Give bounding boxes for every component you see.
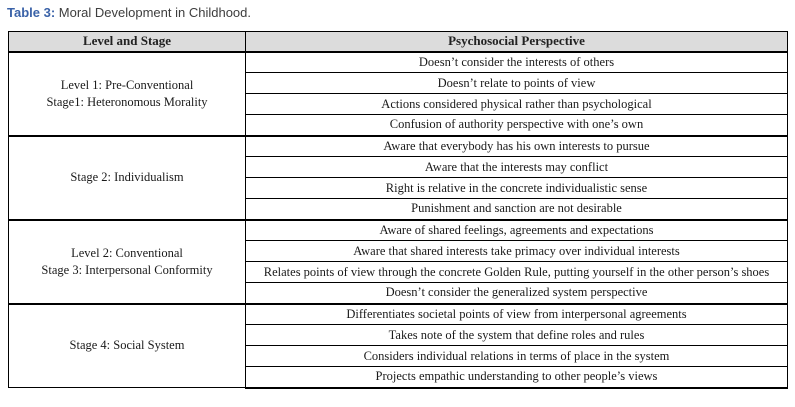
perspective-cell: Doesn’t relate to points of view (245, 72, 788, 94)
perspective-cell: Considers individual relations in terms … (245, 345, 788, 367)
perspective-cell: Doesn’t consider the generalized system … (245, 282, 788, 304)
table-row: Level 2: Conventional Stage 3: Interpers… (8, 218, 788, 304)
table-row: Doesn’t consider the generalized system … (9, 282, 788, 304)
perspective-cell: Punishment and sanction are not desirabl… (245, 198, 788, 220)
stage-line: Stage 2: Individualism (70, 170, 184, 184)
stage-line: Stage 3: Interpersonal Conformity (41, 262, 213, 277)
table-row: Takes note of the system that define rol… (9, 324, 788, 346)
stage-cell-stage2: Stage 2: Individualism (8, 134, 246, 220)
stage-line: Stage1: Heteronomous Morality (46, 94, 208, 109)
table-caption-text: Moral Development in Childhood. (55, 5, 251, 20)
perspective-cell: Relates points of view through the concr… (245, 261, 788, 283)
perspective-cell: Aware that everybody has his own interes… (245, 134, 788, 157)
stage-line: Level 1: Pre-Conventional (60, 77, 194, 92)
table-header: Level and Stage Psychosocial Perspective (8, 31, 788, 53)
perspective-cell: Takes note of the system that define rol… (245, 324, 788, 346)
table-row: Level 1: Pre-Conventional Stage1: Hetero… (8, 50, 788, 136)
stage-cell-stage4: Stage 4: Social System (8, 302, 246, 388)
table-row: Projects empathic understanding to other… (9, 366, 788, 389)
stage-line: Level 2: Conventional (71, 245, 183, 260)
column-header-psychosocial-perspective: Psychosocial Perspective (245, 31, 788, 53)
table-caption-number: Table 3: (7, 5, 56, 20)
perspective-cell: Differentiates societal points of view f… (245, 302, 788, 325)
table-row: Right is relative in the concrete indivi… (9, 177, 788, 199)
perspective-cell: Aware that shared interests take primacy… (245, 240, 788, 262)
perspective-cell: Confusion of authority perspective with … (245, 114, 788, 136)
perspective-cell: Aware of shared feelings, agreements and… (245, 218, 788, 241)
perspective-cell: Projects empathic understanding to other… (245, 366, 788, 389)
table-body: Level 1: Pre-Conventional Stage1: Hetero… (8, 50, 788, 389)
perspective-cell: Doesn’t consider the interests of others (245, 50, 788, 73)
moral-development-table: Level and Stage Psychosocial Perspective… (8, 31, 788, 389)
perspective-cell: Actions considered physical rather than … (245, 93, 788, 115)
stage-cell-level2: Level 2: Conventional Stage 3: Interpers… (8, 218, 246, 304)
stage-cell-level1: Level 1: Pre-Conventional Stage1: Hetero… (8, 50, 246, 136)
table-row: Stage 2: Individualism Aware that everyb… (8, 134, 788, 220)
table-row: Stage 4: Social System Differentiates so… (8, 302, 788, 388)
column-header-level-and-stage: Level and Stage (8, 31, 246, 53)
perspective-cell: Right is relative in the concrete indivi… (245, 177, 788, 199)
table-caption: Table 3: Moral Development in Childhood. (7, 5, 251, 21)
perspective-cell: Aware that the interests may conflict (245, 156, 788, 178)
header-row: Level and Stage Psychosocial Perspective (8, 31, 788, 53)
stage-line: Stage 4: Social System (69, 338, 185, 353)
